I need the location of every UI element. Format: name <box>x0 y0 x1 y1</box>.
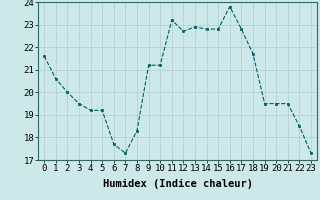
X-axis label: Humidex (Indice chaleur): Humidex (Indice chaleur) <box>103 179 252 189</box>
